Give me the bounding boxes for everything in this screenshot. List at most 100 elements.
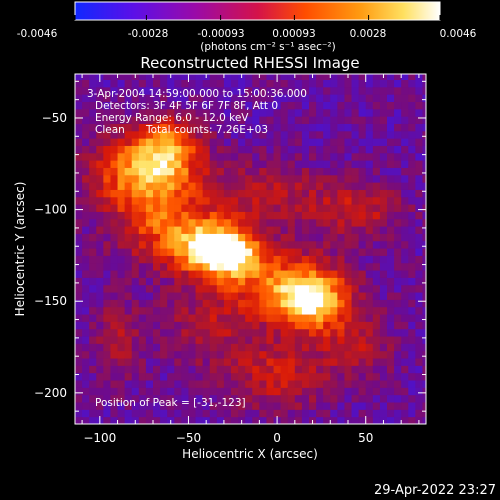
heatmap-pixel: [323, 321, 331, 330]
heatmap-pixel: [153, 394, 161, 403]
heatmap-pixel: [372, 314, 381, 322]
heatmap-pixel: [351, 416, 360, 424]
heatmap-pixel: [365, 292, 374, 300]
heatmap-pixel: [167, 167, 175, 176]
x-tick-label: −50: [176, 431, 201, 445]
heatmap-pixel: [358, 372, 367, 381]
heatmap-pixel: [344, 299, 353, 308]
heatmap-pixel: [103, 270, 111, 278]
heatmap-pixel: [202, 394, 211, 403]
heatmap-pixel: [252, 130, 260, 139]
heatmap-pixel: [387, 306, 395, 315]
heatmap-pixel: [387, 380, 395, 388]
heatmap-pixel: [408, 409, 416, 418]
heatmap-pixel: [408, 189, 416, 198]
heatmap-pixel: [280, 145, 289, 154]
heatmap-pixel: [209, 350, 218, 359]
heatmap-pixel: [252, 86, 260, 95]
heatmap-pixel: [231, 174, 239, 183]
heatmap-pixel: [160, 402, 168, 410]
heatmap-pixel: [117, 204, 126, 212]
heatmap-pixel: [422, 167, 426, 176]
heatmap-pixel: [337, 299, 345, 308]
heatmap-pixel: [167, 299, 175, 308]
heatmap-pixel: [280, 108, 289, 117]
heatmap-pixel: [89, 123, 97, 132]
heatmap-pixel: [301, 152, 310, 161]
heatmap-pixel: [301, 277, 310, 286]
heatmap-pixel: [394, 101, 402, 110]
heatmap-pixel: [330, 380, 338, 388]
heatmap-pixel: [259, 160, 267, 168]
heatmap-pixel: [145, 270, 154, 278]
heatmap-pixel: [294, 240, 303, 249]
y-tick-label: −100: [34, 203, 67, 217]
heatmap-pixel: [330, 204, 338, 212]
heatmap-pixel: [401, 402, 409, 410]
heatmap-pixel: [195, 240, 204, 249]
heatmap-pixel: [103, 262, 111, 271]
heatmap-pixel: [174, 299, 182, 308]
heatmap-pixel: [195, 74, 204, 80]
heatmap-pixel: [422, 211, 426, 220]
heatmap-pixel: [202, 270, 211, 278]
heatmap-pixel: [75, 416, 83, 424]
heatmap-pixel: [209, 292, 218, 300]
heatmap-pixel: [252, 402, 260, 410]
heatmap-pixel: [301, 365, 310, 374]
heatmap-pixel: [195, 343, 204, 352]
heatmap-pixel: [188, 74, 197, 80]
heatmap-pixel: [273, 306, 282, 315]
heatmap-pixel: [344, 358, 353, 366]
heatmap-pixel: [330, 321, 338, 330]
heatmap-pixel: [351, 350, 360, 359]
heatmap-pixel: [223, 336, 232, 344]
heatmap-pixel: [195, 152, 204, 161]
heatmap-pixel: [110, 314, 119, 322]
heatmap-pixel: [294, 196, 303, 205]
heatmap-pixel: [216, 79, 225, 88]
heatmap-pixel: [365, 189, 374, 198]
heatmap-pixel: [337, 314, 345, 322]
heatmap-pixel: [259, 211, 267, 220]
heatmap-pixel: [259, 116, 267, 124]
heatmap-pixel: [337, 277, 345, 286]
heatmap-pixel: [330, 328, 338, 337]
heatmap-pixel: [202, 299, 211, 308]
heatmap-pixel: [75, 94, 83, 102]
plot-frame: [74, 73, 427, 425]
heatmap-pixel: [75, 204, 83, 212]
heatmap-pixel: [103, 233, 111, 242]
heatmap-pixel: [323, 74, 331, 80]
heatmap-pixel: [266, 160, 275, 168]
heatmap-pixel: [280, 321, 289, 330]
heatmap-pixel: [379, 123, 388, 132]
heatmap-pixel: [259, 101, 267, 110]
heatmap-pixel: [365, 240, 374, 249]
heatmap-pixel: [188, 350, 197, 359]
heatmap-pixel: [316, 211, 324, 220]
heatmap-pixel: [401, 336, 409, 344]
heatmap-pixel: [287, 160, 296, 168]
heatmap-pixel: [195, 270, 204, 278]
heatmap-pixel: [138, 255, 147, 264]
heatmap-pixel: [259, 74, 267, 80]
heatmap-pixel: [231, 277, 239, 286]
heatmap-pixel: [145, 380, 154, 388]
heatmap-pixel: [89, 299, 97, 308]
heatmap-pixel: [422, 74, 426, 80]
heatmap-pixel: [223, 387, 232, 396]
heatmap-pixel: [160, 277, 168, 286]
heatmap-pixel: [415, 196, 423, 205]
heatmap-pixel: [422, 182, 426, 190]
heatmap-pixel: [174, 255, 182, 264]
heatmap-pixel: [394, 358, 402, 366]
heatmap-pixel: [223, 108, 232, 117]
heatmap-pixel: [124, 145, 133, 154]
heatmap-pixel: [252, 314, 260, 322]
heatmap-pixel: [415, 321, 423, 330]
heatmap-pixel: [188, 138, 197, 146]
heatmap-pixel: [110, 167, 119, 176]
heatmap-pixel: [287, 174, 296, 183]
heatmap-pixel: [309, 160, 317, 168]
